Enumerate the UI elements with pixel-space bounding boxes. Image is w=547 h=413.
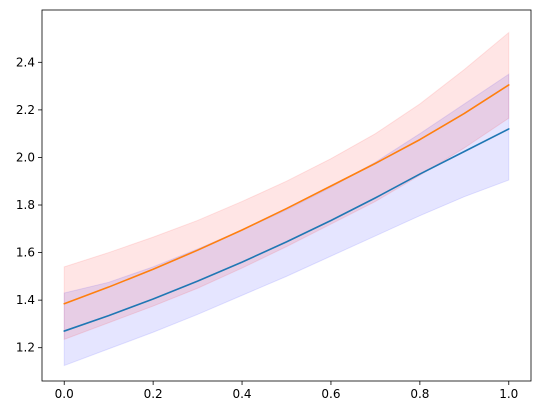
x-axis: 0.0 0.2 0.4 0.6 0.8 1.0 xyxy=(55,381,518,401)
x-tick-label: 0.4 xyxy=(232,387,251,401)
x-tick-label: 0.8 xyxy=(410,387,429,401)
x-tick-label: 0.6 xyxy=(321,387,340,401)
y-tick-label: 2.0 xyxy=(16,150,35,164)
y-tick-label: 1.4 xyxy=(16,293,35,307)
y-tick-label: 2.4 xyxy=(16,55,35,69)
plot-frame xyxy=(41,9,532,382)
series-1-line xyxy=(63,128,510,332)
x-tick-label: 0.0 xyxy=(55,387,74,401)
y-tick-label: 1.6 xyxy=(16,246,35,260)
x-tick-label: 1.0 xyxy=(499,387,518,401)
y-tick-label: 1.2 xyxy=(16,341,35,355)
series-2-line xyxy=(63,84,510,305)
y-tick-label: 1.8 xyxy=(16,198,35,212)
series-lines xyxy=(63,84,510,332)
x-tick-label: 0.2 xyxy=(144,387,163,401)
y-tick-label: 2.2 xyxy=(16,103,35,117)
confidence-bands xyxy=(63,31,510,367)
y-axis: 1.2 1.4 1.6 1.8 2.0 2.2 2.4 xyxy=(16,55,42,355)
series-2-band xyxy=(63,31,510,341)
